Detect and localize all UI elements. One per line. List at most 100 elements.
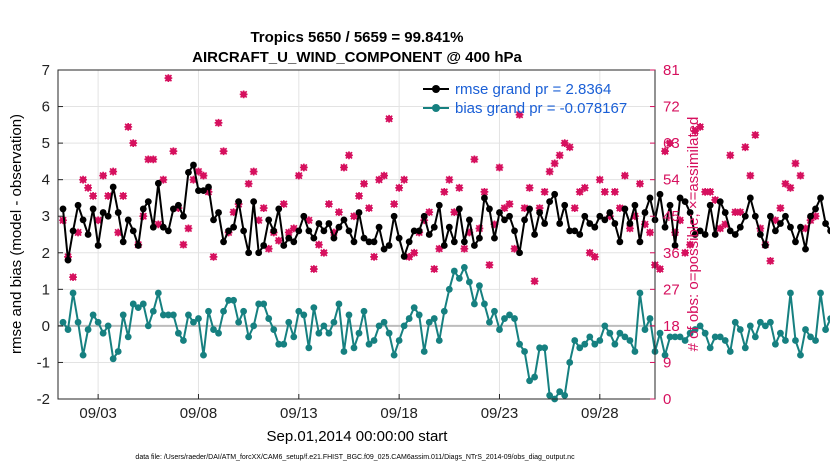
rmse-point bbox=[335, 223, 343, 231]
bias-point bbox=[255, 300, 263, 308]
rmse-point bbox=[686, 209, 694, 216]
rmse-point bbox=[511, 227, 518, 235]
rmse-point bbox=[69, 227, 77, 235]
obs-assimilated-point bbox=[355, 192, 363, 200]
bias-point bbox=[561, 391, 569, 399]
bias-point bbox=[681, 337, 689, 344]
obs-assimilated-point bbox=[515, 110, 524, 119]
obs-assimilated-point bbox=[495, 163, 504, 172]
bias-point bbox=[476, 282, 483, 290]
bias-point bbox=[486, 318, 493, 326]
legend-bias-label: bias grand pr = -0.078167 bbox=[455, 100, 627, 117]
rmse-point bbox=[99, 209, 107, 216]
bias-point bbox=[546, 391, 554, 399]
rmse-point bbox=[215, 209, 222, 216]
legend-bias-marker bbox=[432, 104, 440, 112]
bias-point bbox=[104, 322, 112, 330]
bias-point bbox=[506, 311, 513, 319]
rmse-point bbox=[180, 212, 187, 220]
bias-point bbox=[325, 329, 333, 337]
rmse-point bbox=[195, 187, 202, 195]
bias-point bbox=[400, 322, 408, 330]
rmse-point bbox=[245, 249, 253, 257]
obs-assimilated-point bbox=[199, 171, 208, 180]
bias-point bbox=[139, 300, 147, 308]
rmse-point bbox=[751, 212, 759, 220]
rmse-point bbox=[385, 242, 393, 249]
rmse-point bbox=[64, 256, 72, 264]
rmse-point bbox=[797, 223, 804, 231]
rmse-point bbox=[541, 220, 549, 227]
rmse-point bbox=[129, 227, 137, 235]
rmse-point bbox=[646, 194, 654, 202]
bias-point bbox=[425, 318, 433, 326]
bias-point bbox=[641, 326, 649, 333]
obs-assimilated-point bbox=[741, 143, 750, 152]
obs-assimilated-point bbox=[475, 224, 484, 233]
rmse-point bbox=[205, 183, 212, 191]
rmse-point bbox=[315, 220, 323, 227]
bias-point bbox=[526, 377, 533, 385]
rmse-point bbox=[822, 220, 829, 227]
obs-assimilated-point bbox=[440, 187, 449, 196]
obs-assimilated-point bbox=[801, 224, 810, 233]
obs-assimilated-point bbox=[405, 252, 414, 261]
bias-point bbox=[671, 333, 679, 341]
rmse-point bbox=[455, 205, 463, 213]
rmse-point bbox=[621, 205, 629, 213]
rmse-point bbox=[330, 234, 338, 242]
rmse-point bbox=[235, 198, 243, 206]
obs-assimilated-point bbox=[465, 228, 474, 237]
bias-point bbox=[701, 329, 709, 337]
obs-assimilated-point bbox=[610, 187, 619, 196]
obs-assimilated-point bbox=[395, 183, 404, 192]
obs-assimilated-point bbox=[279, 200, 288, 208]
bias-point bbox=[611, 340, 619, 348]
rmse-point bbox=[606, 209, 614, 216]
bias-point bbox=[119, 311, 127, 319]
bias-point bbox=[370, 337, 378, 344]
bias-point bbox=[691, 326, 699, 333]
obs-assimilated-point bbox=[666, 139, 674, 148]
rmse-point bbox=[280, 242, 288, 249]
rmse-point bbox=[124, 216, 132, 224]
obs-assimilated-point bbox=[84, 183, 93, 192]
bias-point bbox=[721, 337, 729, 344]
bias-point bbox=[260, 300, 268, 308]
obs-assimilated-point bbox=[209, 252, 218, 261]
rmse-point bbox=[827, 227, 830, 235]
obs-assimilated-point bbox=[435, 244, 444, 253]
rmse-point bbox=[320, 227, 328, 235]
bias-point bbox=[69, 289, 77, 297]
bias-point bbox=[375, 322, 383, 330]
bias-point bbox=[59, 318, 67, 326]
obs-assimilated-point bbox=[159, 175, 168, 184]
obs-assimilated-point bbox=[400, 175, 409, 184]
bias-point bbox=[521, 348, 528, 355]
bias-point bbox=[210, 326, 217, 333]
rmse-point bbox=[144, 198, 152, 206]
rmse-point bbox=[285, 234, 293, 242]
obs-assimilated-point bbox=[294, 171, 303, 180]
rmse-point bbox=[119, 238, 127, 246]
bias-point bbox=[797, 351, 804, 359]
left-tick-label: -1 bbox=[37, 354, 50, 371]
rmse-point bbox=[295, 227, 303, 235]
left-tick-label: 6 bbox=[42, 99, 50, 116]
bias-point bbox=[696, 322, 704, 330]
bias-point bbox=[756, 318, 764, 326]
bias-point bbox=[666, 333, 674, 341]
rmse-point bbox=[616, 238, 624, 246]
rmse-point bbox=[225, 227, 232, 235]
obs-assimilated-point bbox=[500, 204, 509, 212]
obs-assimilated-point bbox=[99, 171, 108, 180]
bias-point bbox=[79, 351, 87, 359]
obs-assimilated-point bbox=[595, 175, 604, 184]
rmse-point bbox=[551, 190, 559, 198]
obs-assimilated-point bbox=[545, 167, 554, 176]
obs-assimilated-point bbox=[590, 252, 599, 261]
rmse-point bbox=[230, 223, 237, 231]
bias-point bbox=[420, 348, 428, 355]
rmse-point bbox=[576, 231, 584, 238]
obs-assimilated-point bbox=[646, 228, 654, 237]
